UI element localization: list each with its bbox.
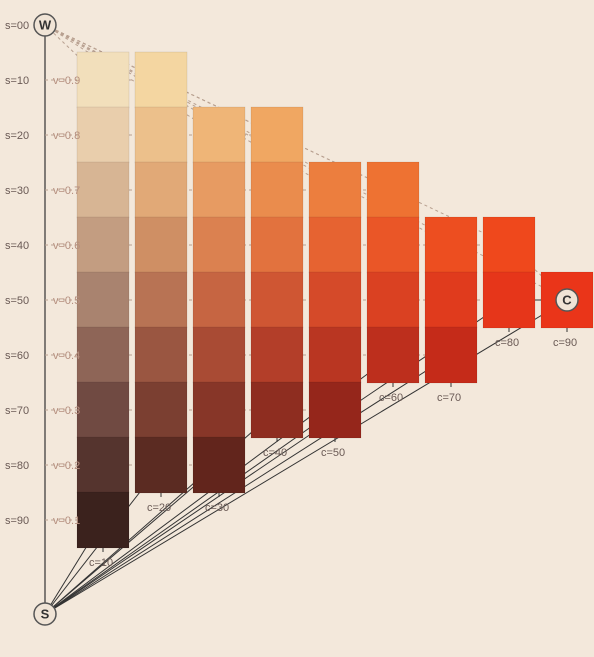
c-label: c=70 (437, 392, 461, 404)
node-c-label: C (562, 293, 572, 308)
color-swatch (77, 492, 129, 548)
color-swatch (251, 217, 303, 273)
color-swatch (77, 217, 129, 273)
color-swatch (77, 162, 129, 218)
color-swatch (193, 382, 245, 438)
color-swatch (309, 327, 361, 383)
color-swatch (251, 382, 303, 438)
v-label: v=0.2 (53, 460, 80, 472)
color-swatch (251, 327, 303, 383)
s-label: s=80 (5, 460, 29, 472)
color-swatch (77, 327, 129, 383)
color-swatch (193, 327, 245, 383)
color-swatch (135, 52, 187, 108)
s-label: s=50 (5, 295, 29, 307)
color-swatch (135, 162, 187, 218)
color-swatch (425, 217, 477, 273)
color-swatch (251, 107, 303, 163)
v-label: v=0.5 (53, 295, 80, 307)
color-swatch (135, 382, 187, 438)
s-label: s=70 (5, 405, 29, 417)
v-label: v=0.7 (53, 185, 80, 197)
s-label: s=60 (5, 350, 29, 362)
color-swatch (77, 107, 129, 163)
color-swatch (77, 437, 129, 493)
c-label: c=10 (89, 557, 113, 569)
color-swatch (367, 272, 419, 328)
color-swatch (135, 217, 187, 273)
s-label: s=10 (5, 75, 29, 87)
color-swatch (193, 107, 245, 163)
color-swatch (135, 437, 187, 493)
color-swatch (309, 382, 361, 438)
color-swatch (367, 327, 419, 383)
c-label: c=80 (495, 337, 519, 349)
color-swatch (425, 327, 477, 383)
color-swatch (483, 217, 535, 273)
v-label: v=0.8 (53, 130, 80, 142)
color-swatch (425, 272, 477, 328)
c-label: c=60 (379, 392, 403, 404)
color-swatch (309, 217, 361, 273)
v-label: v=0.4 (53, 350, 80, 362)
s-label: s=00 (5, 20, 29, 32)
c-label: c=40 (263, 447, 287, 459)
color-swatch (135, 107, 187, 163)
v-label: v=0.6 (53, 240, 80, 252)
v-label: v=0.3 (53, 405, 80, 417)
color-swatch (367, 162, 419, 218)
color-swatch (309, 162, 361, 218)
color-swatch (135, 272, 187, 328)
c-label: c=90 (553, 337, 577, 349)
v-label: v=0.1 (53, 515, 80, 527)
s-label: s=20 (5, 130, 29, 142)
node-w-label: W (39, 18, 52, 33)
color-swatch (193, 217, 245, 273)
color-swatch (77, 272, 129, 328)
color-swatch (77, 382, 129, 438)
color-swatch (309, 272, 361, 328)
c-label: c=20 (147, 502, 171, 514)
s-label: s=90 (5, 515, 29, 527)
color-swatch (251, 162, 303, 218)
color-swatch (483, 272, 535, 328)
s-label: s=30 (5, 185, 29, 197)
c-label: c=30 (205, 502, 229, 514)
s-label: s=40 (5, 240, 29, 252)
node-s-label: S (41, 607, 50, 622)
c-label: c=50 (321, 447, 345, 459)
color-swatch (251, 272, 303, 328)
v-label: v=0.9 (53, 75, 80, 87)
color-swatch (135, 327, 187, 383)
color-swatch (193, 437, 245, 493)
color-swatch (193, 162, 245, 218)
color-swatch (367, 217, 419, 273)
color-swatch (193, 272, 245, 328)
color-swatch (77, 52, 129, 108)
